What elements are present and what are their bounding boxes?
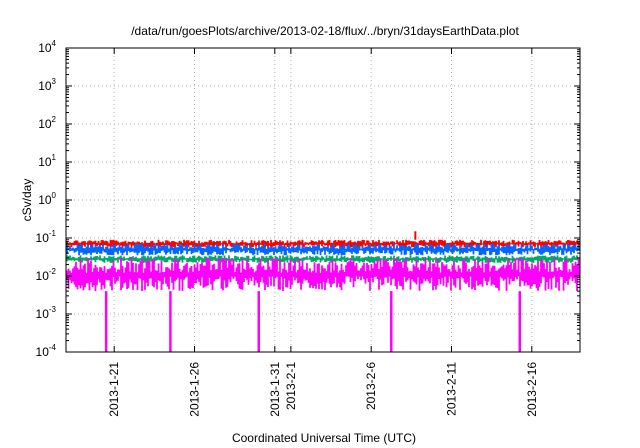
y-tick-label: 103 [38,77,56,93]
y-tick-labels: 10-4 10-3 10-2 10-1 100 101 102 103 104 [36,39,57,359]
y-tick-label: 104 [38,39,56,55]
y-axis-label: cSv/day [20,179,34,222]
axes [65,47,581,353]
y-tick-label: 10-4 [36,343,57,359]
x-tick-label: 2013-1-26 [188,362,202,417]
series-0-band [66,239,580,248]
plot-frame [65,47,581,353]
y-tick-label: 10-1 [36,229,57,245]
x-tick-labels: 2013-1-21 2013-1-26 2013-1-31 2013-2-1 2013-… [107,362,539,417]
y-tick-label: 102 [38,115,56,131]
series-2-band [66,255,580,263]
y-tick-label: 100 [38,191,56,207]
chart-title: /data/run/goesPlots/archive/2013-02-18/f… [131,24,519,38]
x-tick-label: 2013-1-31 [268,362,282,417]
data-layer [66,231,580,352]
x-tick-label: 2013-2-1 [284,362,298,410]
x-tick-label: 2013-1-21 [107,362,121,417]
grid-lines [66,47,580,353]
y-tick-label: 10-2 [36,267,57,283]
series-3-band [66,257,580,292]
x-tick-label: 2013-2-11 [445,362,459,416]
x-tick-label: 2013-2-16 [525,362,539,417]
x-axis-label: Coordinated Universal Time (UTC) [232,431,416,445]
y-tick-label: 101 [38,153,56,169]
y-tick-label: 10-3 [36,305,57,321]
x-tick-label: 2013-2-6 [364,362,378,410]
